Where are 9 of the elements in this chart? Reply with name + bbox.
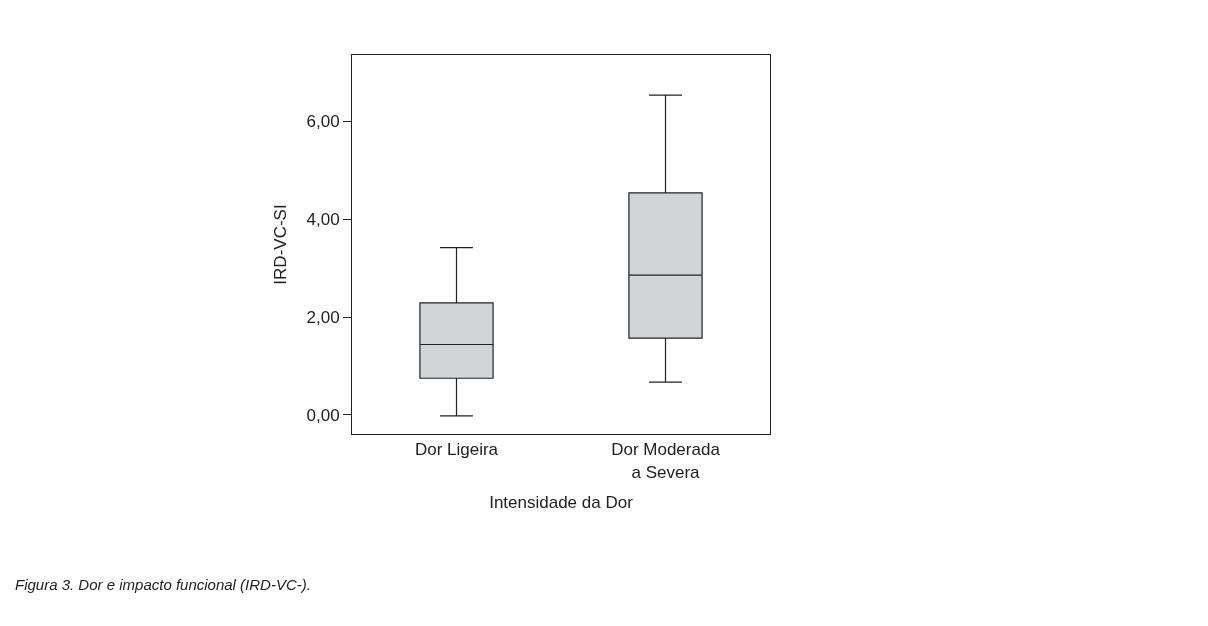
y-tick-label: 2,00 [306, 308, 340, 328]
y-axis-title: IRD-VC-SI [271, 204, 291, 285]
y-tick-label: 6,00 [306, 112, 340, 132]
y-tick-label: 0,00 [306, 405, 340, 425]
y-tick-label: 4,00 [306, 210, 340, 230]
x-axis-title: Intensidade da Dor [489, 492, 634, 512]
text: Figura 3. Dor e impacto funcional (IRD-VC-). [15, 576, 311, 593]
x-tick-label: Dor Ligeira [414, 440, 499, 460]
x-tick-label: Dor Moderada a Severa [611, 440, 721, 482]
